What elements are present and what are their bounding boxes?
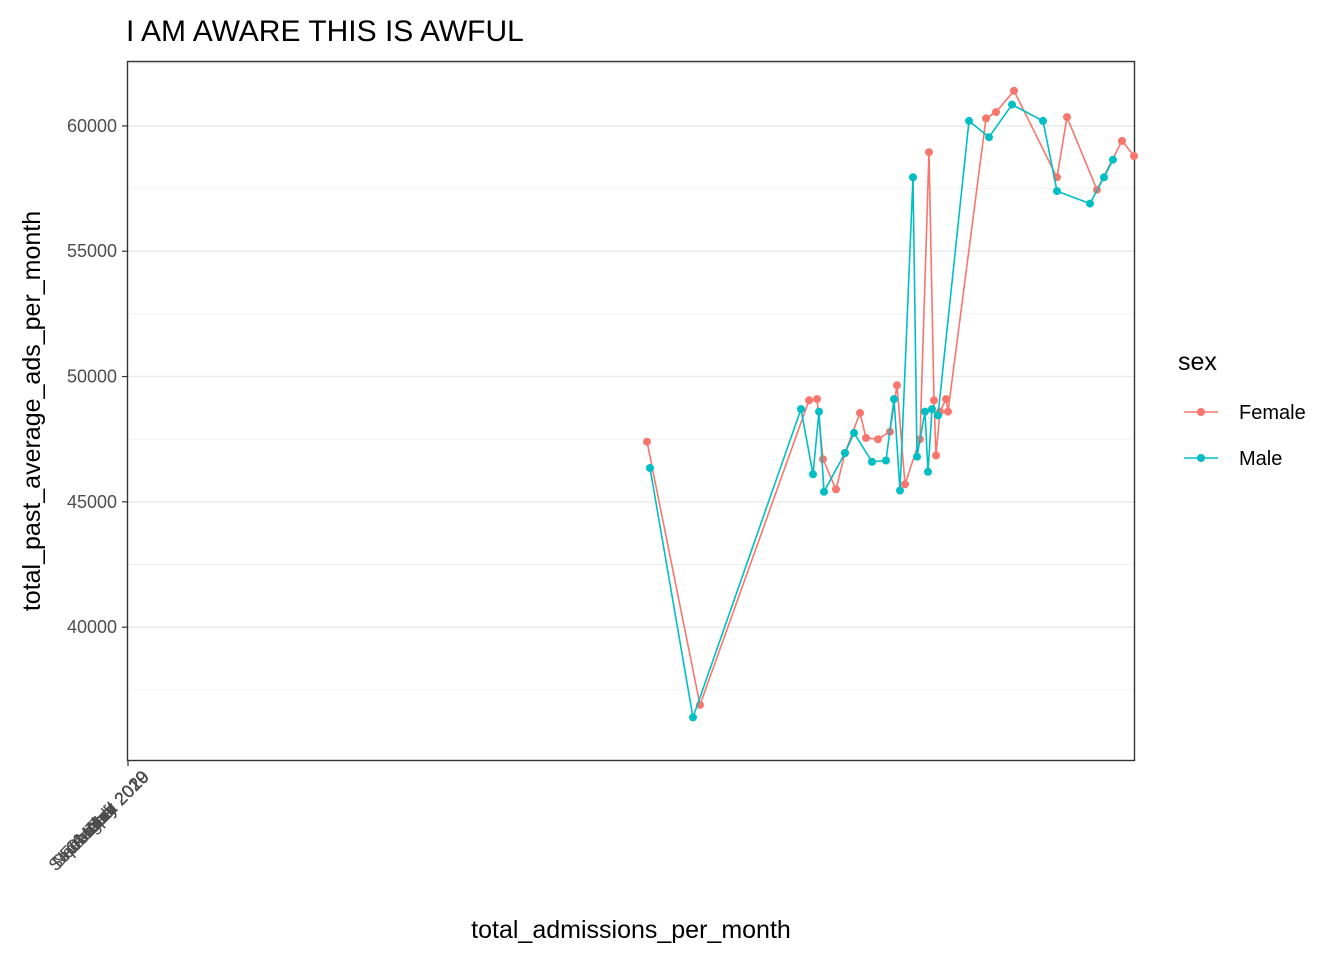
series-layer [643,86,1138,722]
data-point [985,133,993,142]
data-point [862,433,870,442]
data-point [992,108,1000,117]
data-point [965,116,973,125]
data-point [1130,152,1138,160]
legend-label: Female [1239,402,1306,424]
y-axis-title: total_past_average_ads_per_month [18,211,46,611]
data-point [689,713,697,722]
legend-item-male: Male [1184,448,1282,470]
y-tick-label: 50000 [67,367,117,387]
legend-label: Male [1239,448,1282,470]
data-point [1039,116,1047,125]
data-point [928,405,936,414]
data-point [901,480,909,489]
legend-title: sex [1178,348,1217,376]
x-axis-title: total_admissions_per_month [471,916,791,944]
data-point [921,407,929,416]
y-axis-tick-labels: 40000 45000 50000 55000 60000 [67,116,117,637]
y-tick-label: 60000 [67,116,117,136]
data-point [868,457,876,466]
data-point [850,428,858,437]
data-point [797,405,805,414]
data-point [925,148,933,157]
data-point [882,456,890,465]
data-point [1063,113,1071,122]
data-point [646,464,654,472]
data-point [809,470,817,479]
data-point [820,487,828,496]
data-point [890,395,898,404]
data-point [932,451,940,460]
y-axis-ticks [122,125,128,628]
data-point [832,485,840,494]
legend-key-point [1197,408,1205,416]
data-point [942,395,950,404]
data-point [896,486,904,495]
series-line-male [649,103,1114,721]
chart-title: I AM AWARE THIS IS AWFUL [126,15,524,48]
data-point [856,408,864,417]
legend-key-point [1197,454,1205,462]
data-point [944,407,952,416]
data-point [1109,155,1117,164]
series-male [646,100,1117,722]
data-point [930,396,938,405]
y-tick-label: 40000 [67,617,117,637]
data-point [982,114,990,123]
data-point [913,452,921,461]
data-point [909,173,917,182]
data-point [1118,136,1126,145]
legend-item-female: Female [1184,402,1306,424]
data-point [1086,199,1094,208]
data-point [813,395,821,404]
data-point [805,396,813,405]
data-point [1100,173,1108,182]
gridlines [128,62,1134,691]
data-point [841,449,849,457]
legend: sex Female Male [1178,348,1306,470]
plot-panel-border [126,60,1136,762]
y-tick-label: 55000 [67,241,117,261]
data-point [1010,86,1018,95]
data-point [819,455,827,464]
data-point [874,435,882,444]
data-point [1053,187,1061,196]
data-point [924,467,932,476]
x-tick-label: August 2020 [67,767,153,853]
series-line-female [646,89,1135,708]
data-point [1008,100,1016,109]
data-point [643,437,651,446]
y-tick-label: 45000 [67,492,117,512]
data-point [815,407,823,416]
data-point [934,411,942,420]
data-point [893,381,901,390]
